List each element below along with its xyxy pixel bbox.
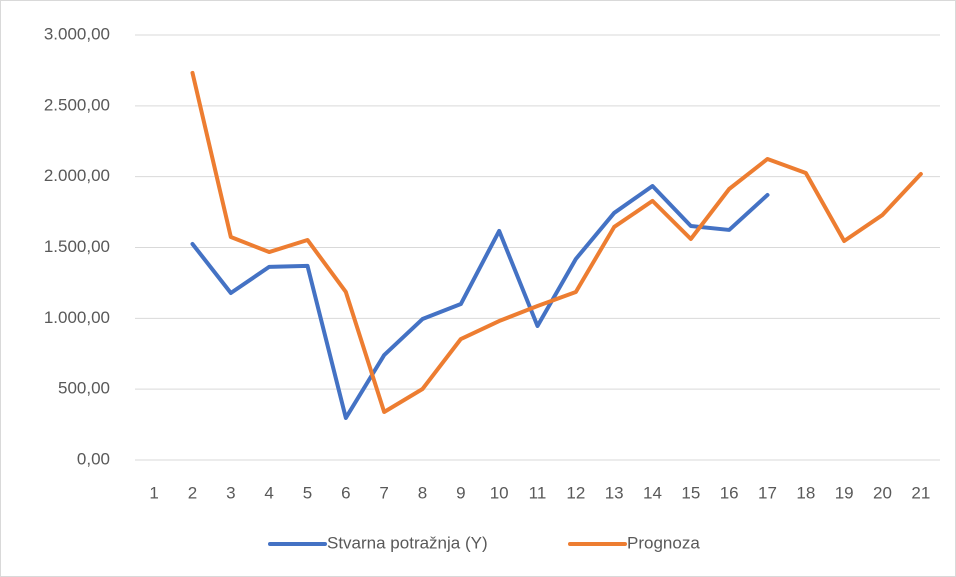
x-tick-label: 5	[303, 483, 312, 502]
x-tick-label: 7	[379, 483, 388, 502]
x-tick-label: 1	[149, 483, 158, 502]
legend-label: Prognoza	[627, 533, 700, 552]
y-tick-label: 3.000,00	[44, 24, 110, 43]
x-tick-label: 15	[681, 483, 700, 502]
x-tick-label: 17	[758, 483, 777, 502]
x-tick-label: 21	[911, 483, 930, 502]
x-tick-label: 19	[835, 483, 854, 502]
y-tick-label: 0,00	[77, 449, 110, 468]
x-tick-label: 9	[456, 483, 465, 502]
x-tick-label: 12	[566, 483, 585, 502]
y-tick-label: 1.000,00	[44, 308, 110, 327]
line-series	[190, 184, 770, 420]
y-tick-label: 2.500,00	[44, 95, 110, 114]
y-tick-label: 2.000,00	[44, 166, 110, 185]
x-tick-label: 4	[264, 483, 273, 502]
x-tick-label: 18	[796, 483, 815, 502]
x-tick-label: 16	[720, 483, 739, 502]
y-tick-label: 1.500,00	[44, 237, 110, 256]
legend-label: Stvarna potražnja (Y)	[327, 533, 488, 552]
x-tick-label: 13	[605, 483, 624, 502]
x-tick-label: 3	[226, 483, 235, 502]
x-tick-label: 8	[418, 483, 427, 502]
y-tick-label: 500,00	[58, 379, 110, 398]
x-tick-label: 2	[188, 483, 197, 502]
x-tick-label: 20	[873, 483, 892, 502]
x-tick-label: 11	[529, 483, 547, 502]
line-series	[190, 70, 923, 414]
x-tick-label: 6	[341, 483, 350, 502]
x-tick-label: 14	[643, 483, 662, 502]
x-tick-label: 10	[490, 483, 509, 502]
